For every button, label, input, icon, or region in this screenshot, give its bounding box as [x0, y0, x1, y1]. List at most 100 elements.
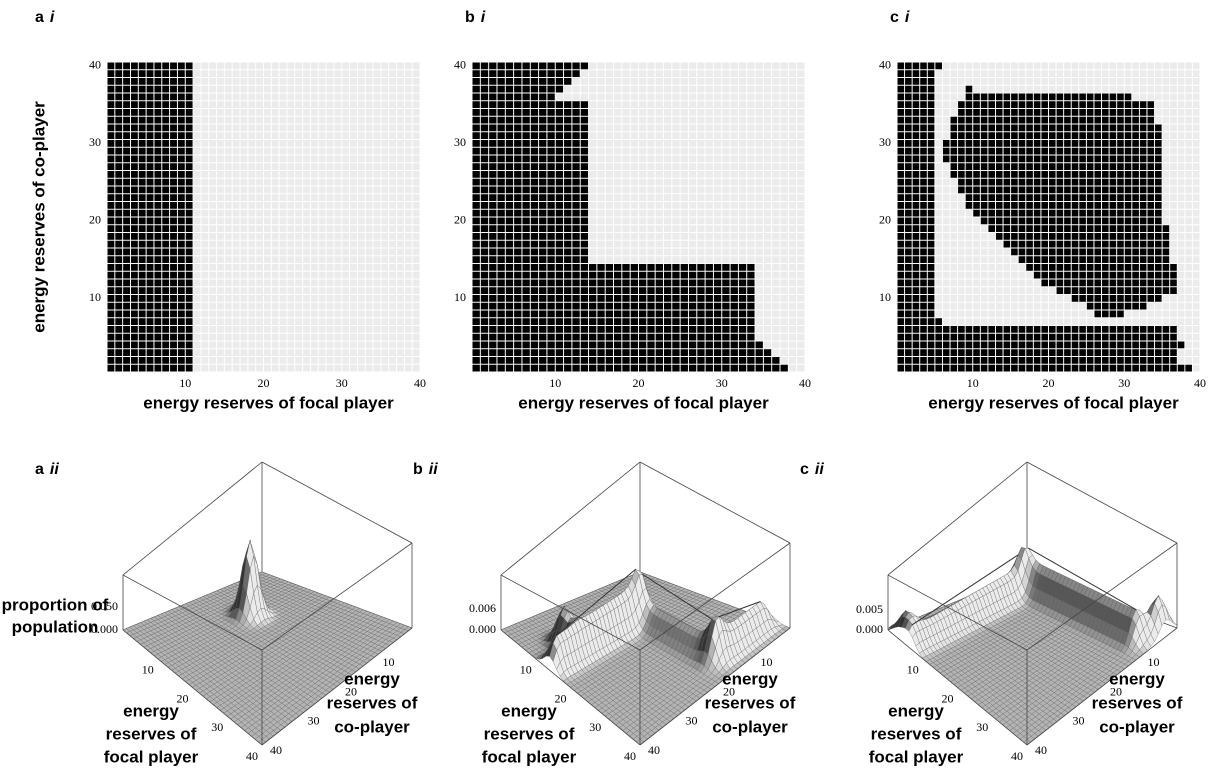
y-tick-label: 10 [89, 290, 101, 304]
x-tick-label: 20 [1043, 376, 1055, 390]
black-cells [897, 302, 935, 310]
black-cells [1071, 294, 1163, 303]
panel-part: i [905, 9, 910, 26]
x-axis-label: reserves of [106, 724, 197, 743]
black-cells [472, 302, 756, 310]
black-cells [897, 217, 935, 225]
panel-letter: b [465, 9, 475, 26]
y-tick-label: 30 [89, 135, 101, 149]
black-cells [472, 310, 756, 318]
black-cells [897, 356, 1178, 365]
y-tick-label: 10 [761, 655, 773, 669]
black-cells [897, 100, 935, 109]
x-axis-label: energy reserves of focal player [518, 393, 769, 412]
black-cells [472, 131, 589, 140]
black-cells [897, 178, 935, 186]
x-axis-label: focal player [104, 747, 199, 766]
black-cells [472, 263, 756, 272]
y-tick-label: 20 [345, 684, 357, 698]
y-tick-label: 30 [454, 135, 466, 149]
black-cells [995, 232, 1170, 241]
black-cells [897, 271, 935, 279]
black-cells [897, 93, 935, 101]
black-cells [472, 255, 589, 264]
black-cells [472, 248, 589, 256]
black-cells [107, 348, 194, 357]
x-tick-label: 40 [246, 749, 258, 763]
black-cells [107, 294, 194, 303]
black-cells [472, 108, 589, 117]
surface [887, 547, 1178, 746]
black-cells [897, 116, 935, 124]
y-tick-label: 40 [89, 58, 101, 72]
black-cells [472, 348, 772, 357]
panel-letter: c [800, 461, 809, 478]
z-tick-label: 0.050 [91, 599, 118, 613]
black-cells [107, 170, 194, 179]
black-cells [897, 139, 935, 148]
y-tick-label: 20 [454, 213, 466, 227]
black-cells [107, 217, 194, 225]
black-cells [897, 364, 1193, 372]
black-cells [107, 209, 194, 217]
black-cells [1025, 263, 1178, 272]
black-cells [897, 186, 935, 194]
x-tick-label: 40 [414, 376, 426, 390]
x-tick-label: 40 [799, 376, 811, 390]
black-cells [897, 131, 935, 140]
black-cells [107, 131, 194, 140]
black-cells [472, 286, 756, 295]
black-cells [107, 139, 194, 148]
black-cells [897, 341, 1185, 349]
box-edge [639, 627, 791, 746]
box-edge [500, 629, 641, 746]
black-cells [897, 162, 935, 171]
black-cells [472, 170, 589, 179]
black-cells [107, 317, 194, 326]
black-cells [1018, 255, 1170, 264]
black-cells [107, 201, 194, 210]
panel-letter: a [35, 9, 44, 26]
black-cells [897, 294, 935, 303]
x-tick-label: 30 [1118, 376, 1130, 390]
y-tick-label: 40 [879, 58, 891, 72]
black-cells [107, 255, 194, 264]
black-cells [897, 170, 935, 179]
black-cells [472, 317, 756, 326]
black-cells [1010, 248, 1170, 256]
black-cells [107, 186, 194, 194]
black-cells [950, 162, 1163, 171]
box-edge [261, 461, 413, 544]
box-edge [500, 574, 641, 651]
y-tick-label: 10 [454, 290, 466, 304]
black-cells [107, 310, 194, 318]
ridge-crest [556, 568, 636, 636]
black-cells [107, 62, 194, 70]
ridge-crest [642, 573, 713, 620]
black-cells [1056, 286, 1178, 295]
black-cells [107, 116, 194, 124]
x-axis-label: energy reserves of focal player [143, 393, 394, 412]
black-cells [472, 77, 572, 86]
y-tick-label: 10 [383, 655, 395, 669]
y-tick-label: 30 [308, 714, 320, 728]
black-cells [107, 178, 194, 186]
black-cells [897, 77, 935, 86]
black-cells [897, 193, 935, 202]
surface [500, 569, 791, 746]
y-tick-label: 20 [723, 684, 735, 698]
z-tick-label: 0.000 [91, 622, 118, 636]
black-cells [942, 147, 1163, 155]
panel-letter: a [35, 461, 44, 478]
black-cells [987, 224, 1170, 233]
black-cells [107, 356, 194, 365]
black-cells [897, 155, 935, 163]
y-tick-label: 40 [648, 743, 660, 757]
black-cells [950, 131, 1163, 140]
box-edge [639, 461, 791, 544]
x-tick-label: 40 [624, 749, 636, 763]
black-cells [472, 139, 589, 148]
panel-label: b ii [413, 461, 438, 478]
